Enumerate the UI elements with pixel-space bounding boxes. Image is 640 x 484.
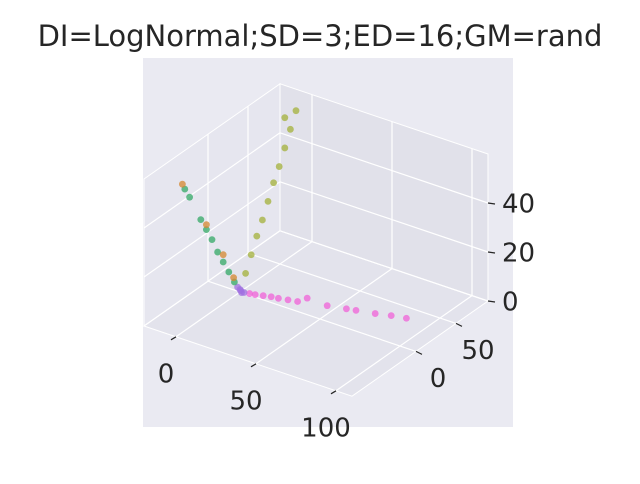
chart-title: DI=LogNormal;SD=3;ED=16;GM=rand	[38, 19, 603, 53]
point	[251, 291, 259, 299]
point	[303, 294, 311, 302]
grid-line	[279, 132, 489, 204]
point	[264, 197, 272, 205]
x-tick-label: 0	[158, 359, 175, 389]
panes: 0 50 100 0 50 0 20 40	[142, 82, 535, 443]
grid-line	[335, 295, 473, 392]
point	[259, 216, 266, 224]
tick-mark	[415, 350, 423, 355]
point	[208, 236, 216, 244]
point	[352, 307, 360, 314]
point	[225, 268, 233, 276]
point	[403, 314, 410, 322]
point	[270, 179, 277, 187]
grid-line	[279, 230, 489, 302]
grid-line	[143, 181, 281, 278]
point	[281, 114, 289, 122]
z-tick-label: 20	[502, 239, 535, 269]
point	[197, 216, 205, 224]
point	[237, 287, 245, 295]
point	[253, 232, 261, 240]
point	[284, 296, 292, 304]
point	[287, 125, 294, 133]
point	[267, 293, 275, 301]
point	[203, 221, 210, 229]
tick-mark	[250, 363, 257, 368]
y-tick-label: 0	[430, 364, 447, 394]
grid-line	[255, 268, 393, 365]
point	[242, 269, 250, 277]
z-tick-label: 40	[502, 190, 535, 220]
tick-mark	[487, 202, 496, 205]
point	[219, 251, 227, 259]
point	[219, 258, 227, 266]
z-tick-label: 0	[502, 288, 519, 318]
point	[281, 144, 289, 152]
point	[294, 298, 301, 305]
tick-mark	[487, 300, 496, 303]
grid-line	[279, 181, 489, 253]
tick-mark	[455, 322, 463, 327]
point	[246, 290, 254, 297]
point	[371, 310, 379, 317]
point	[275, 294, 282, 302]
point	[214, 248, 222, 256]
x-tick-label: 50	[229, 386, 262, 416]
tick-mark	[170, 336, 177, 341]
point	[343, 305, 350, 313]
point	[179, 180, 186, 188]
point	[323, 302, 331, 310]
point	[230, 274, 238, 282]
marks	[179, 107, 410, 322]
y-tick-label: 50	[461, 336, 494, 366]
point	[259, 292, 267, 300]
point	[275, 163, 283, 170]
tick-mark	[487, 251, 496, 254]
grid-line	[247, 252, 457, 324]
tick-mark	[330, 390, 337, 395]
grid-line	[143, 230, 281, 327]
x-tick-label: 100	[301, 413, 351, 443]
point	[203, 226, 210, 234]
point	[247, 251, 255, 259]
grid-line	[143, 132, 281, 229]
point	[186, 193, 194, 201]
point	[292, 107, 300, 115]
point	[387, 312, 395, 320]
